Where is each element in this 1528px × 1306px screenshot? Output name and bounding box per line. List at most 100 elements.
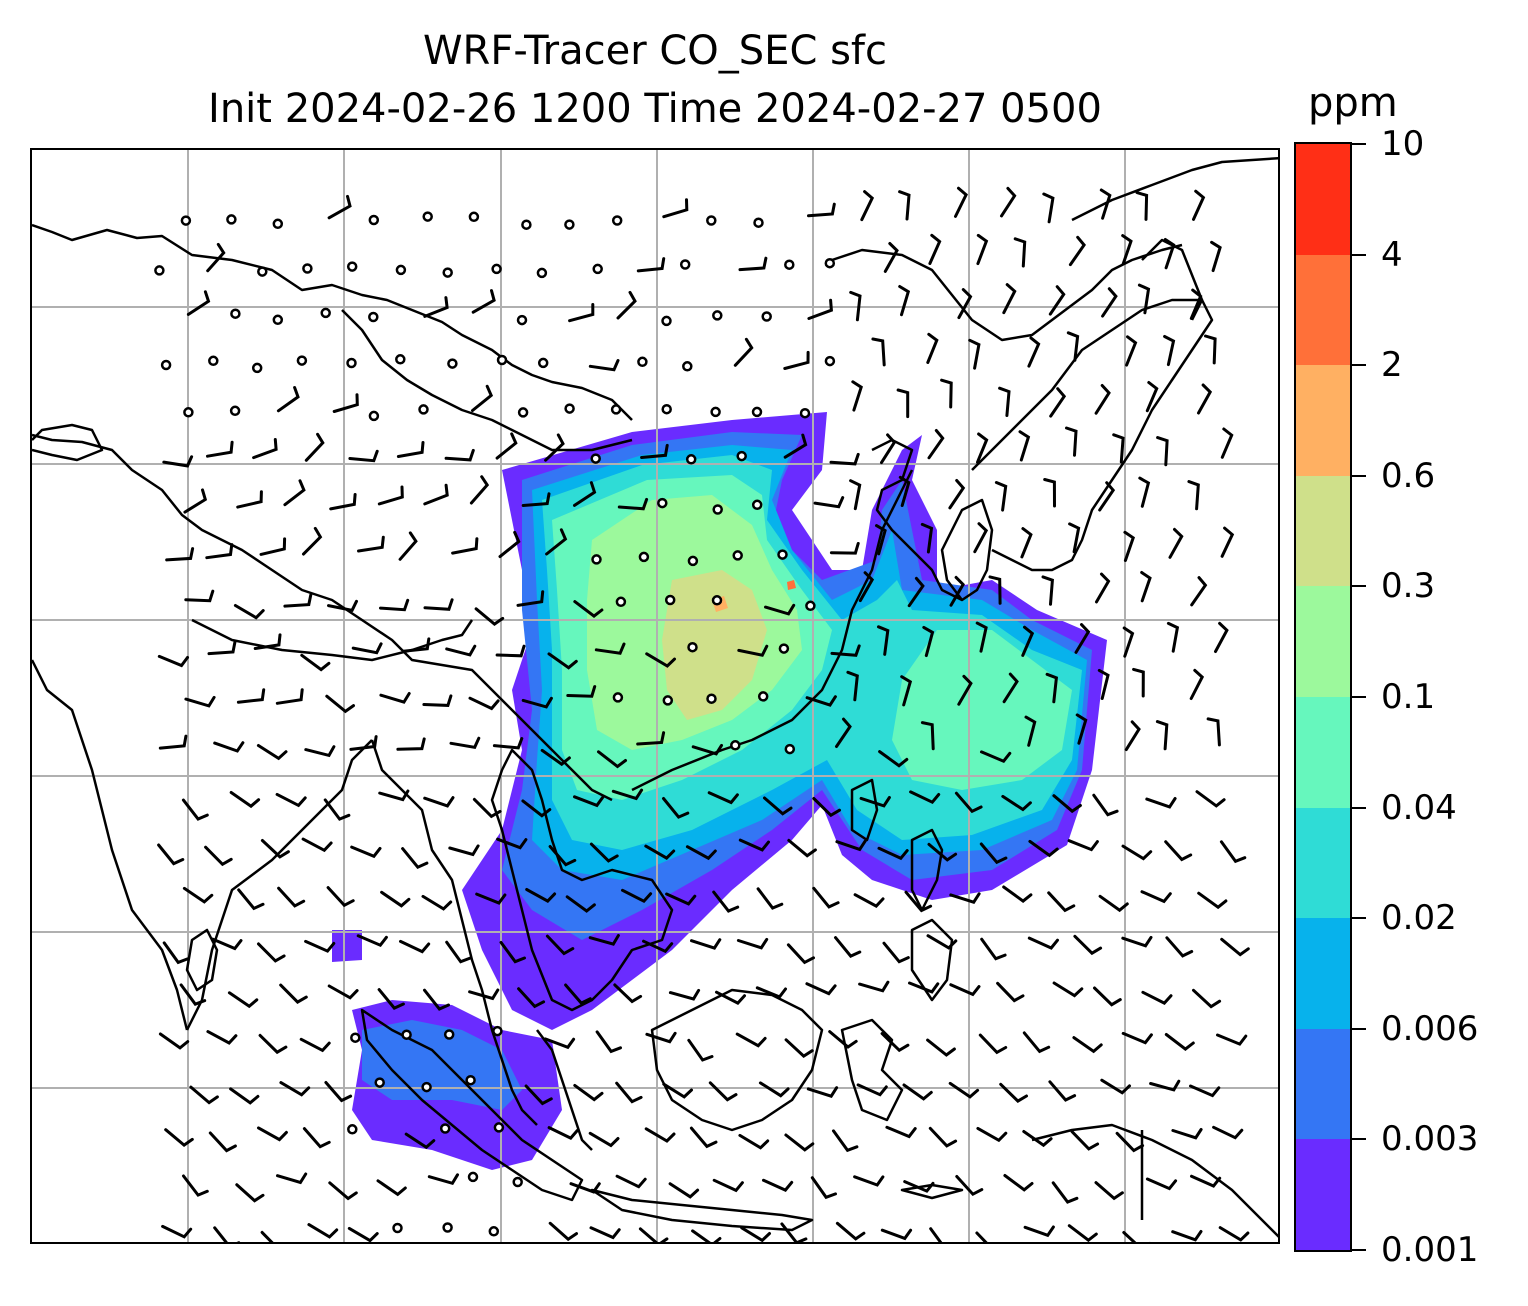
wind-barb <box>690 938 722 950</box>
calm-wind-marker <box>467 1171 479 1183</box>
wind-barb <box>616 290 637 320</box>
calm-wind-marker <box>757 691 769 702</box>
wind-barb <box>525 888 557 903</box>
wind-barb <box>205 543 234 560</box>
wind-barb <box>812 797 841 818</box>
coastline-borneo <box>650 988 824 1132</box>
wind-barb <box>521 696 553 709</box>
wind-barb <box>1097 668 1110 700</box>
wind-barb <box>896 388 910 419</box>
wind-barb <box>898 475 911 507</box>
wind-barb <box>807 298 833 320</box>
calm-wind-marker <box>662 695 674 706</box>
wind-barb <box>1020 527 1033 559</box>
wind-barb <box>474 607 505 626</box>
wind-barb <box>1001 794 1032 812</box>
wind-barb <box>565 895 596 913</box>
wind-barb <box>926 934 958 950</box>
wind-barb <box>566 685 597 698</box>
wind-barb <box>327 984 359 1000</box>
wind-barb <box>588 934 620 946</box>
wind-barb <box>1099 188 1112 220</box>
wind-barb <box>762 1178 794 1192</box>
wind-barb <box>1095 572 1111 604</box>
wind-barb <box>588 359 620 372</box>
colorbar-tick <box>1352 1027 1366 1030</box>
wind-barb <box>233 604 265 620</box>
wind-barb <box>1145 797 1177 809</box>
wind-barb <box>1022 1130 1053 1148</box>
wind-barb <box>495 644 526 658</box>
wind-barb <box>784 1133 815 1152</box>
wind-barb <box>832 1129 859 1153</box>
calm-wind-marker <box>368 311 379 323</box>
coastline-new-guinea <box>1031 1123 1278 1238</box>
wind-barb <box>835 717 852 748</box>
plume-level-2 <box>787 580 796 590</box>
wind-barb <box>807 202 836 218</box>
wind-barb <box>377 988 405 1010</box>
colorbar-segment <box>1296 1028 1350 1140</box>
wind-barb <box>829 452 860 466</box>
wind-barb <box>256 744 288 761</box>
coastline-java <box>590 1188 814 1232</box>
wind-barb <box>611 788 644 801</box>
wind-barb <box>928 233 942 265</box>
wind-barb <box>213 1226 241 1242</box>
wind-barb <box>859 796 891 808</box>
colorbar-segment <box>1296 365 1350 476</box>
wind-barb <box>1027 936 1059 950</box>
wind-barb <box>1212 1125 1244 1140</box>
wind-barb <box>547 652 578 670</box>
wind-barb <box>733 337 754 367</box>
calm-wind-marker <box>488 1226 500 1237</box>
colorbar-tick-label: 0.04 <box>1381 787 1457 828</box>
wind-barb <box>783 350 810 370</box>
map-panel <box>30 148 1280 1244</box>
coastline-korea <box>940 498 994 602</box>
calm-wind-marker <box>591 554 602 565</box>
wind-barb <box>589 1226 621 1240</box>
wind-barb <box>835 839 867 852</box>
wind-barb <box>236 490 263 509</box>
wind-barb <box>304 432 325 462</box>
wind-barb <box>260 839 290 859</box>
wind-barb <box>1003 1174 1034 1192</box>
wind-barb <box>204 845 233 867</box>
wind-barb <box>1189 668 1205 700</box>
colorbar-tick <box>1352 143 1366 145</box>
wind-barb <box>423 796 455 808</box>
calm-wind-marker <box>517 407 529 418</box>
wind-barb <box>498 530 521 559</box>
wind-barb <box>1094 384 1111 415</box>
wind-barb <box>469 475 490 505</box>
calm-wind-marker <box>661 315 672 327</box>
calm-wind-marker <box>536 267 548 279</box>
calm-wind-marker <box>395 264 407 276</box>
wind-barb <box>257 942 286 963</box>
wind-barb <box>877 625 890 656</box>
wind-barb <box>1210 240 1222 273</box>
calm-wind-marker <box>824 257 836 269</box>
calm-wind-marker <box>799 407 811 419</box>
calm-wind-marker <box>347 1124 358 1135</box>
colorbar-tick <box>1352 585 1366 588</box>
wind-barb <box>927 842 958 862</box>
wind-barb <box>1027 336 1041 368</box>
wind-barb <box>564 983 592 1005</box>
calm-wind-marker <box>422 211 433 222</box>
wind-barb <box>423 988 450 1011</box>
wind-barb <box>376 1179 407 1197</box>
wind-barb <box>1149 1079 1181 1092</box>
wind-barb <box>662 797 690 819</box>
calm-wind-marker <box>296 355 308 366</box>
coastline-sri-lanka <box>185 928 219 992</box>
wind-barb <box>1043 478 1056 508</box>
wind-barb <box>401 637 431 653</box>
wind-barb <box>805 695 837 707</box>
wind-barb <box>237 888 265 911</box>
wind-barb <box>573 481 597 507</box>
wind-barb <box>1021 625 1035 657</box>
wind-barb <box>1045 672 1059 704</box>
calm-wind-marker <box>374 1077 385 1088</box>
